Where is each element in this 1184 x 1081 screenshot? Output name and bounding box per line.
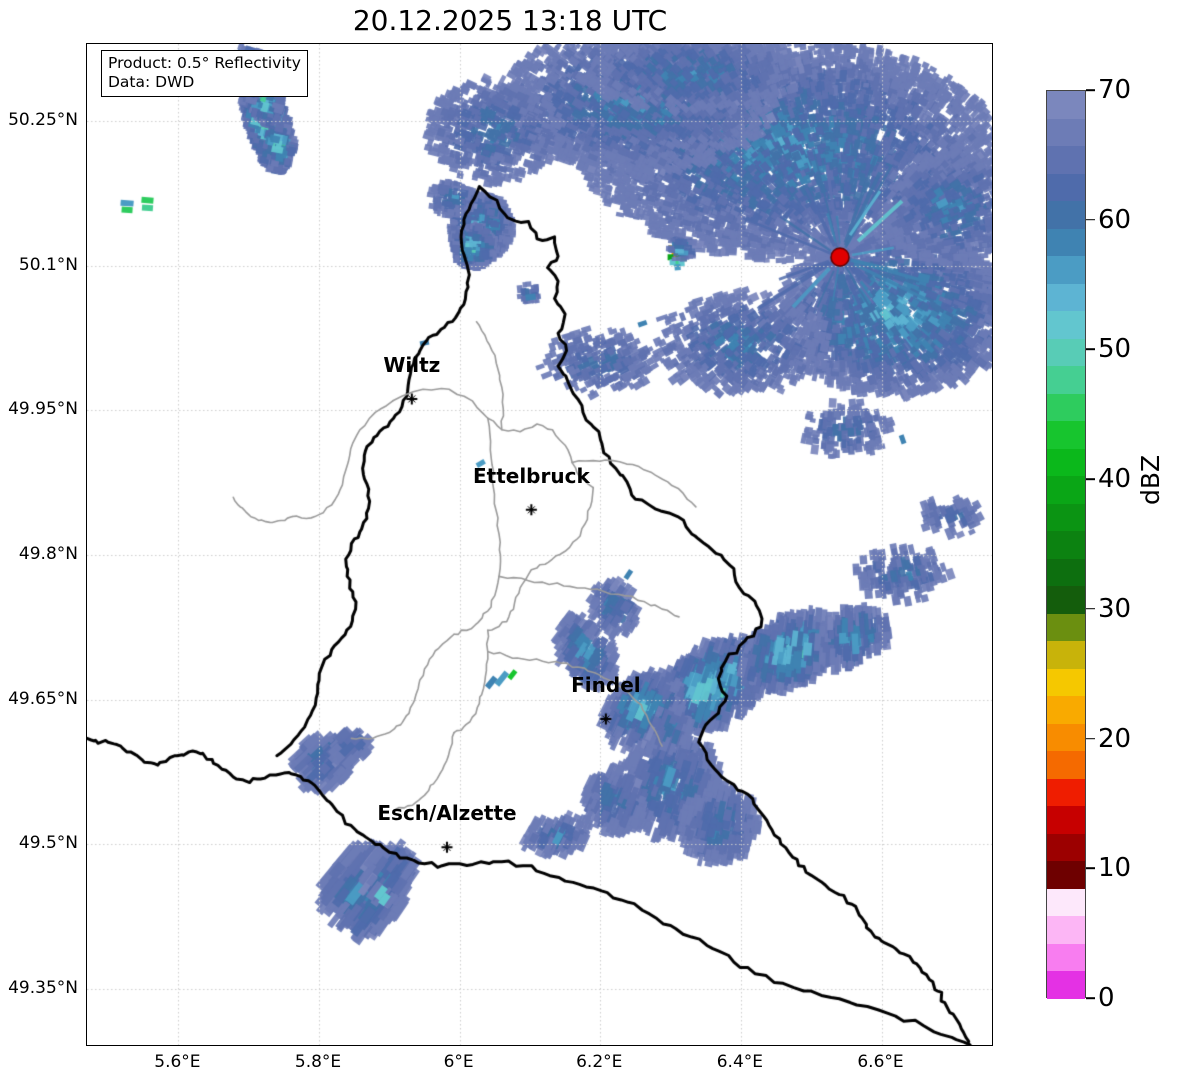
- page-title: 20.12.2025 13:18 UTC: [352, 4, 668, 37]
- colorbar-tick-label: 60: [1098, 204, 1132, 235]
- colorbar-band: [1047, 696, 1085, 724]
- colorbar-band: [1047, 393, 1085, 421]
- x-tick-label: 6.6°E: [857, 1052, 904, 1072]
- colorbar-band: [1047, 256, 1085, 284]
- product-info-box: Product: 0.5° Reflectivity Data: DWD: [101, 50, 308, 97]
- colorbar-tick-label: 50: [1098, 334, 1132, 365]
- colorbar-band: [1047, 943, 1085, 971]
- colorbar-tick-mark: [1086, 218, 1095, 221]
- colorbar-band: [1047, 971, 1085, 999]
- colorbar-band: [1047, 833, 1085, 861]
- colorbar-tick-mark: [1086, 348, 1095, 351]
- colorbar-band: [1047, 421, 1085, 449]
- colorbar-band: [1047, 311, 1085, 339]
- city-label: Findel: [571, 673, 641, 698]
- colorbar-band: [1047, 228, 1085, 256]
- colorbar-band: [1047, 586, 1085, 614]
- colorbar-tick-label: 10: [1098, 853, 1132, 884]
- city-label: Ettelbruck: [472, 463, 590, 488]
- colorbar-band: [1047, 366, 1085, 394]
- colorbar-band: [1047, 861, 1085, 889]
- colorbar-band: [1047, 723, 1085, 751]
- colorbar-tick-mark: [1086, 478, 1095, 480]
- colorbar-gradient: [1046, 90, 1086, 999]
- colorbar-band: [1047, 531, 1085, 559]
- y-tick-label: 49.95°N: [8, 399, 78, 420]
- colorbar-tick-mark: [1086, 89, 1095, 91]
- colorbar-band: [1047, 118, 1085, 146]
- colorbar-band: [1047, 448, 1085, 476]
- y-tick-label: 49.35°N: [8, 978, 78, 999]
- radar-map-plot: Wiltz Ettelbruck Findel Esch/Alzette: [86, 43, 993, 1046]
- colorbar-band: [1047, 668, 1085, 696]
- colorbar-band: [1047, 338, 1085, 366]
- product-line: Product: 0.5° Reflectivity: [108, 54, 301, 72]
- colorbar-band: [1047, 558, 1085, 586]
- colorbar-tick-mark: [1086, 608, 1095, 610]
- markers-layer: [87, 44, 992, 1045]
- colorbar-tick-mark: [1086, 997, 1095, 999]
- colorbar-band: [1047, 503, 1085, 531]
- colorbar-tick-label: 30: [1098, 593, 1132, 624]
- colorbar-band: [1047, 283, 1085, 311]
- x-tick-label: 6.2°E: [576, 1052, 623, 1072]
- x-tick-label: 5.6°E: [154, 1052, 201, 1072]
- x-tick-label: 6.4°E: [716, 1052, 764, 1072]
- colorbar-band: [1047, 641, 1085, 669]
- colorbar-band: [1047, 476, 1085, 504]
- colorbar-band: [1047, 778, 1085, 806]
- y-tick-label: 50.25°N: [8, 110, 78, 131]
- colorbar-band: [1047, 91, 1085, 119]
- map-canvas-stack: [87, 44, 992, 1045]
- colorbar-tick-label: 40: [1098, 464, 1132, 495]
- data-source-line: Data: DWD: [108, 72, 195, 91]
- colorbar-tick-labels: 0 10 20 30 40 50 60 70: [1086, 0, 1184, 1081]
- colorbar-tick-mark: [1086, 867, 1095, 870]
- y-axis-labels: 50.25°N 50.1°N 49.95°N 49.8°N 49.65°N 49.5°N 4…: [0, 0, 82, 1081]
- colorbar-band: [1047, 888, 1085, 916]
- colorbar-band: [1047, 201, 1085, 229]
- colorbar-tick-label: 0: [1098, 983, 1115, 1013]
- colorbar: [1046, 90, 1086, 999]
- y-tick-label: 49.65°N: [8, 688, 78, 709]
- colorbar-band: [1047, 146, 1085, 174]
- y-tick-label: 49.8°N: [18, 544, 78, 565]
- colorbar-band: [1047, 613, 1085, 641]
- colorbar-band: [1047, 173, 1085, 201]
- x-tick-label: 6°E: [443, 1052, 474, 1072]
- y-tick-label: 49.5°N: [18, 833, 78, 854]
- city-label: Wiltz: [383, 352, 441, 377]
- colorbar-band: [1047, 751, 1085, 779]
- colorbar-axis-label: dBZ: [1136, 454, 1165, 505]
- colorbar-tick-label: 20: [1098, 723, 1132, 754]
- x-tick-label: 5.8°E: [294, 1052, 342, 1072]
- colorbar-tick-label: 70: [1098, 75, 1132, 105]
- y-tick-label: 50.1°N: [18, 254, 78, 275]
- colorbar-band: [1047, 806, 1085, 834]
- colorbar-band: [1047, 916, 1085, 944]
- city-label: Esch/Alzette: [377, 801, 517, 826]
- colorbar-tick-mark: [1086, 737, 1095, 740]
